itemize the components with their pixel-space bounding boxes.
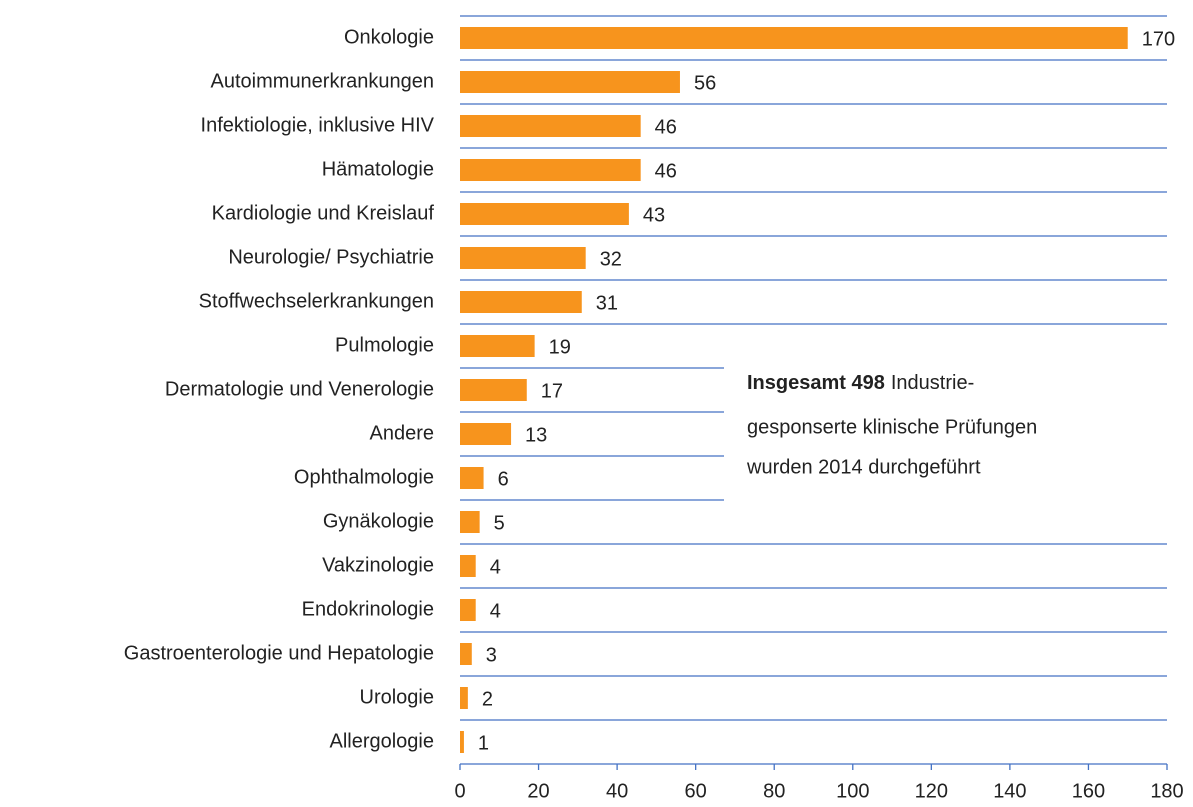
bar bbox=[460, 203, 629, 225]
value-label: 4 bbox=[490, 600, 501, 622]
annotation-text: wurden 2014 durchgeführt bbox=[746, 456, 981, 478]
y-tick-label: Vakzinologie bbox=[322, 554, 434, 576]
bar bbox=[460, 335, 535, 357]
bar bbox=[460, 379, 527, 401]
x-tick-label: 80 bbox=[763, 780, 785, 802]
x-tick-label: 20 bbox=[527, 780, 549, 802]
y-tick-label: Pulmologie bbox=[335, 334, 434, 356]
value-label: 19 bbox=[549, 336, 571, 358]
y-tick-label: Urologie bbox=[360, 686, 434, 708]
bar bbox=[460, 731, 464, 753]
bar bbox=[460, 555, 476, 577]
y-tick-label: Dermatologie und Venerologie bbox=[165, 378, 434, 400]
y-tick-label: Onkologie bbox=[344, 26, 434, 48]
value-label: 43 bbox=[643, 204, 665, 226]
value-label: 13 bbox=[525, 424, 547, 446]
x-tick-label: 140 bbox=[993, 780, 1026, 802]
y-tick-label: Kardiologie und Kreislauf bbox=[212, 202, 435, 224]
bar bbox=[460, 687, 468, 709]
x-tick-label: 120 bbox=[915, 780, 948, 802]
x-tick-label: 0 bbox=[454, 780, 465, 802]
annotation: Insgesamt 498 Industrie- bbox=[747, 372, 974, 394]
bar bbox=[460, 159, 641, 181]
y-tick-label: Allergologie bbox=[329, 730, 434, 752]
value-label: 170 bbox=[1142, 28, 1175, 50]
y-tick-label: Ophthalmologie bbox=[294, 466, 434, 488]
value-label: 5 bbox=[494, 512, 505, 534]
bar bbox=[460, 115, 641, 137]
x-tick-label: 100 bbox=[836, 780, 869, 802]
bar bbox=[460, 511, 480, 533]
y-tick-label: Endokrinologie bbox=[302, 598, 434, 620]
y-tick-label: Gynäkologie bbox=[323, 510, 434, 532]
bar bbox=[460, 467, 484, 489]
value-label: 2 bbox=[482, 688, 493, 710]
value-label: 1 bbox=[478, 732, 489, 754]
value-label: 46 bbox=[655, 160, 677, 182]
bar bbox=[460, 71, 680, 93]
y-tick-label: Neurologie/ Psychiatrie bbox=[228, 246, 434, 268]
bar bbox=[460, 643, 472, 665]
value-label: 32 bbox=[600, 248, 622, 270]
y-tick-label: Andere bbox=[370, 422, 435, 444]
bar bbox=[460, 27, 1128, 49]
bar bbox=[460, 291, 582, 313]
value-label: 46 bbox=[655, 116, 677, 138]
bar bbox=[460, 599, 476, 621]
value-label: 31 bbox=[596, 292, 618, 314]
y-tick-label: Hämatologie bbox=[322, 158, 434, 180]
x-tick-label: 160 bbox=[1072, 780, 1105, 802]
y-tick-label: Stoffwechselerkrankungen bbox=[199, 290, 434, 312]
value-label: 6 bbox=[498, 468, 509, 490]
annotation-text: Industrie- bbox=[891, 372, 974, 394]
annotation-bold: Insgesamt 498 bbox=[747, 372, 885, 394]
x-tick-label: 40 bbox=[606, 780, 628, 802]
bar bbox=[460, 423, 512, 445]
value-label: 56 bbox=[694, 72, 716, 94]
annotation-text: gesponserte klinische Prüfungen bbox=[747, 416, 1037, 438]
value-label: 3 bbox=[486, 644, 497, 666]
x-tick-label: 180 bbox=[1150, 780, 1183, 802]
y-tick-label: Infektiologie, inklusive HIV bbox=[201, 114, 435, 136]
bar bbox=[460, 247, 586, 269]
x-tick-label: 60 bbox=[685, 780, 707, 802]
value-label: 4 bbox=[490, 556, 501, 578]
y-tick-label: Autoimmunerkrankungen bbox=[211, 70, 434, 92]
y-tick-label: Gastroenterologie und Hepatologie bbox=[124, 642, 434, 664]
value-label: 17 bbox=[541, 380, 563, 402]
